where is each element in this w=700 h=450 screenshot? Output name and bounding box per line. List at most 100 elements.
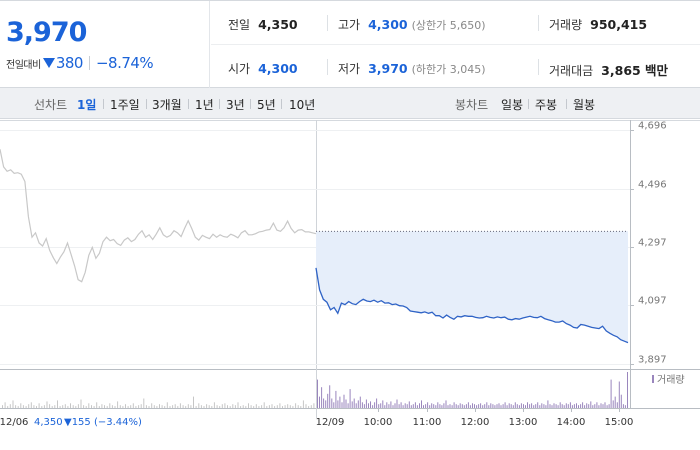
volume-bar [539, 405, 541, 408]
volume-bar [531, 403, 533, 408]
period-5y[interactable]: 5년 [257, 98, 276, 112]
volume-bar [221, 404, 223, 408]
volume-bar [416, 405, 418, 408]
volume-bar [565, 403, 567, 408]
candle-weekly[interactable]: 주봉 [535, 98, 558, 112]
period-1w[interactable]: 1주일 [110, 98, 140, 112]
volume-bar [255, 404, 257, 408]
volume-bar [518, 405, 520, 408]
volume-bar [567, 404, 569, 408]
volume-bar [351, 401, 353, 408]
volume-bar [533, 405, 535, 408]
volume-bar [166, 402, 168, 408]
volume-bar [232, 404, 234, 408]
candle-monthly[interactable]: 월봉 [573, 98, 596, 112]
volume-bar [421, 400, 422, 408]
volume-bar [592, 405, 594, 408]
volume-bar [193, 396, 194, 408]
volume-bar [268, 405, 270, 408]
volume-bar [33, 405, 35, 408]
volume-bar [396, 399, 398, 408]
candle-daily[interactable]: 일봉 [501, 98, 524, 112]
volume-bar [179, 403, 181, 408]
volume-bar [506, 405, 508, 408]
volume-bar [159, 404, 160, 408]
x-tick-label: 12:00 [461, 417, 490, 428]
volume-bar [70, 403, 71, 408]
stat-sub: (하한가 3,045) [411, 63, 486, 76]
volume-bar [88, 403, 90, 408]
period-1d[interactable]: 1일 [77, 98, 97, 112]
volume-bar [443, 403, 445, 408]
volume-bar [392, 405, 394, 408]
volume-bar [439, 404, 441, 408]
volume-bar [508, 403, 510, 408]
volume-bar [198, 403, 200, 408]
volume-bar [551, 405, 553, 408]
volume-bar [512, 405, 514, 408]
volume-bar [245, 406, 247, 408]
volume-bar [341, 402, 343, 408]
volume-bar [569, 402, 571, 408]
volume-bar [400, 402, 402, 408]
volume-bar [339, 396, 341, 408]
volume-bar [488, 405, 490, 408]
volume-bar [292, 406, 294, 408]
period-3y[interactable]: 3년 [226, 98, 245, 112]
change-label: 전일대비 [6, 59, 41, 71]
prev-close-value: 4,350 [34, 417, 63, 428]
volume-bar [541, 403, 543, 408]
stat-label: 고가 [338, 18, 361, 32]
volume-bar [363, 404, 365, 408]
volume-bar [529, 404, 531, 408]
volume-bar [345, 399, 347, 408]
volume-bar [219, 406, 221, 408]
volume-bar [17, 406, 19, 408]
volume-bar [302, 400, 304, 408]
volume-bar [406, 404, 408, 408]
volume-bar [22, 405, 24, 408]
volume-bar [357, 400, 359, 408]
volume-bar [431, 403, 433, 408]
volume-bar [135, 406, 137, 408]
today-area-fill [316, 230, 628, 343]
volume-bar [410, 405, 412, 408]
volume-bar [382, 400, 384, 408]
volume-bar [337, 400, 339, 408]
y-tick-label: 4,297 [638, 238, 667, 249]
volume-bar [390, 401, 392, 408]
volume-bar [153, 405, 155, 408]
volume-bar [253, 406, 255, 408]
volume-bar [284, 405, 286, 408]
volume-bar [376, 398, 378, 408]
period-3m[interactable]: 3개월 [152, 98, 182, 112]
volume-bar [75, 406, 77, 408]
volume-bar [582, 402, 584, 408]
volume-bar [59, 406, 61, 408]
volume-bar [590, 401, 592, 408]
volume-bar [229, 406, 231, 408]
volume-bar [480, 403, 482, 408]
volume-bar [227, 405, 228, 408]
volume-bar [427, 402, 429, 408]
volume-bar [49, 404, 51, 408]
volume-bar [349, 389, 351, 408]
volume-bar [148, 406, 150, 408]
volume-bar [216, 405, 218, 408]
x-tick-label: 12/06 [0, 417, 28, 428]
volume-bar [414, 402, 416, 408]
volume-bar [465, 404, 467, 408]
change-percent: −8.74% [95, 54, 154, 72]
volume-bar [343, 394, 345, 408]
volume-bar [145, 405, 147, 408]
volume-bar [476, 405, 478, 408]
stat-divider [327, 59, 328, 75]
period-10y[interactable]: 10년 [289, 98, 316, 112]
volume-bar [187, 404, 189, 408]
period-1y[interactable]: 1년 [195, 98, 214, 112]
down-triangle-icon [42, 58, 55, 68]
volume-bar [606, 405, 608, 408]
volume-bar [347, 403, 349, 408]
volume-bar [412, 404, 414, 408]
volume-bar [571, 405, 573, 408]
